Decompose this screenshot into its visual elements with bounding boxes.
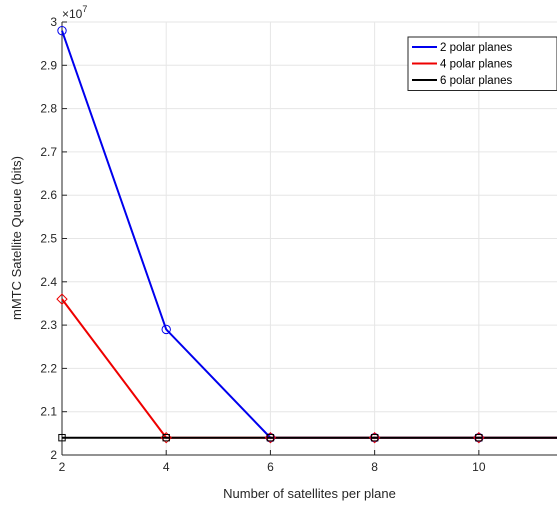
series-3-point bbox=[266, 433, 275, 442]
x-axis-label: Number of satellites per plane bbox=[223, 486, 396, 501]
series-3-point bbox=[58, 433, 66, 442]
y-tick-label: 2 bbox=[50, 448, 57, 462]
series-3-point bbox=[162, 433, 170, 442]
x-tick-label: 10 bbox=[472, 460, 486, 474]
y-tick-label: 2.8 bbox=[40, 102, 57, 116]
legend-label-3: 6 polar planes bbox=[440, 75, 512, 87]
series-1-point bbox=[161, 324, 171, 335]
y-axis-exponent: ×107 bbox=[62, 4, 87, 21]
x-tick-label: 4 bbox=[163, 460, 170, 474]
y-tick-label: 3 bbox=[50, 15, 57, 29]
y-axis-multiplier: ×10 bbox=[62, 7, 83, 21]
legend-label-1: 2 polar planes bbox=[440, 42, 512, 54]
x-tick-label: 2 bbox=[59, 460, 66, 474]
grid bbox=[61, 21, 557, 456]
x-tick-label: 8 bbox=[371, 460, 378, 474]
y-tick-label: 2.9 bbox=[40, 58, 57, 72]
series-1-point bbox=[474, 432, 484, 443]
markers-group bbox=[56, 25, 485, 444]
ticks: 2 4 6 8 10 2 2.1 2.2 2.3 2.4 2.5 2.6 2.7 2.8 2.9 3 bbox=[40, 15, 486, 474]
y-tick-label: 2.6 bbox=[40, 188, 57, 202]
series-1-point bbox=[369, 432, 380, 443]
y-tick-label: 2.1 bbox=[40, 405, 57, 419]
legend: 2 polar planes 4 polar planes 6 polar plan… bbox=[407, 36, 557, 91]
y-axis-label: mMTC Satellite Queue (bits) bbox=[9, 156, 24, 320]
legend-label-2: 4 polar planes bbox=[440, 59, 512, 71]
series-1-point bbox=[57, 25, 67, 36]
series-3-point bbox=[370, 433, 379, 442]
y-axis-exponent-value: 7 bbox=[82, 4, 87, 14]
series-3-point bbox=[475, 433, 483, 442]
y-tick-label: 2.5 bbox=[40, 232, 57, 246]
y-tick-label: 2.3 bbox=[40, 318, 57, 332]
x-tick-label: 6 bbox=[267, 460, 274, 474]
y-tick-label: 2.4 bbox=[40, 275, 57, 289]
series-group bbox=[61, 30, 557, 439]
y-tick-label: 2.7 bbox=[40, 145, 57, 159]
series-2-point bbox=[56, 293, 68, 305]
y-tick-label: 2.2 bbox=[40, 361, 57, 375]
series-1-point bbox=[265, 432, 276, 443]
